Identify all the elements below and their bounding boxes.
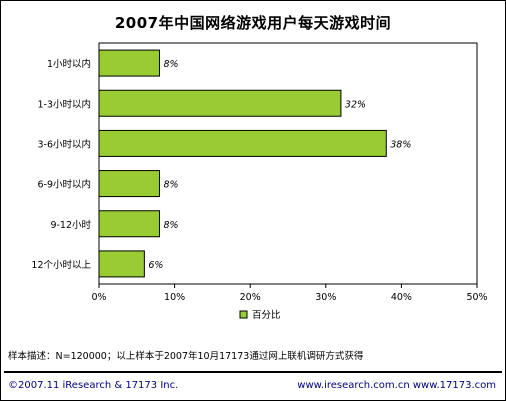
data-label: 8% [163,220,178,231]
bar [98,49,160,77]
legend-swatch [239,310,248,319]
data-label: 8% [163,59,178,70]
bar [98,250,145,278]
x-tick-label: 40% [391,292,412,303]
data-label: 38% [390,139,411,150]
y-tick-label: 3-6小时以内 [37,138,91,150]
data-label: 8% [163,180,178,191]
sample-note: 样本描述：N=120000；以上样本于2007年10月17173通过网上联机调研… [8,351,364,362]
x-tick-label: 10% [164,292,185,303]
website-links: www.iresearch.com.cn www.17173.com [297,380,496,391]
y-tick-label: 9-12小时 [50,219,91,231]
x-tick-label: 50% [466,292,487,303]
y-tick-label: 1-3小时以内 [37,98,91,110]
chart-title: 2007年中国网络游戏用户每天游戏时间 [114,14,392,32]
y-tick-label: 1小时以内 [47,58,91,70]
bar [98,170,160,198]
legend-label: 百分比 [252,309,281,321]
x-tick-label: 0% [91,292,106,303]
y-tick-label: 12个小时以上 [31,259,91,271]
data-label: 6% [148,260,163,271]
bar [98,89,342,117]
footer-divider [4,371,502,373]
x-tick-label: 30% [315,292,336,303]
data-label: 32% [345,99,366,110]
y-tick-label: 6-9小时以内 [37,179,91,191]
bar [98,210,160,238]
copyright-text: ©2007.11 iResearch & 17173 Inc. [8,380,179,391]
plot-area [98,42,478,285]
bar [98,129,387,157]
x-tick-label: 20% [240,292,261,303]
